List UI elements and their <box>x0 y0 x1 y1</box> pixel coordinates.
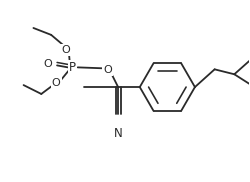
Text: P: P <box>69 61 76 74</box>
Text: O: O <box>61 45 70 55</box>
Text: O: O <box>102 65 111 75</box>
Text: N: N <box>113 127 122 140</box>
Text: O: O <box>44 59 52 69</box>
Text: O: O <box>52 78 60 88</box>
